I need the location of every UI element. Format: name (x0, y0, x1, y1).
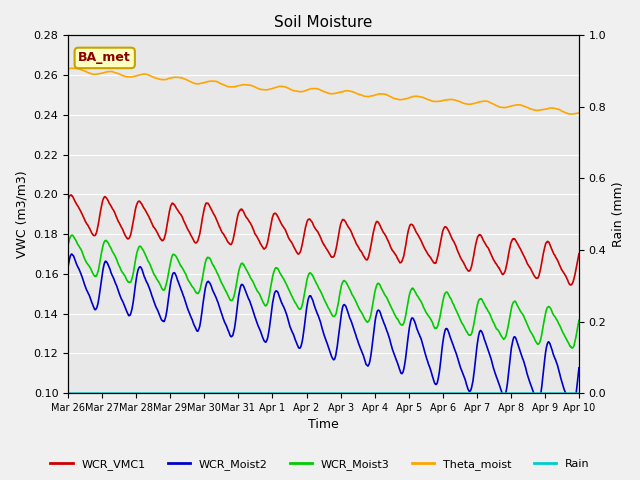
X-axis label: Time: Time (308, 419, 339, 432)
Y-axis label: Rain (mm): Rain (mm) (612, 181, 625, 247)
Title: Soil Moisture: Soil Moisture (275, 15, 372, 30)
Y-axis label: VWC (m3/m3): VWC (m3/m3) (15, 170, 28, 258)
Legend: WCR_VMC1, WCR_Moist2, WCR_Moist3, Theta_moist, Rain: WCR_VMC1, WCR_Moist2, WCR_Moist3, Theta_… (46, 455, 594, 474)
Text: BA_met: BA_met (78, 51, 131, 64)
